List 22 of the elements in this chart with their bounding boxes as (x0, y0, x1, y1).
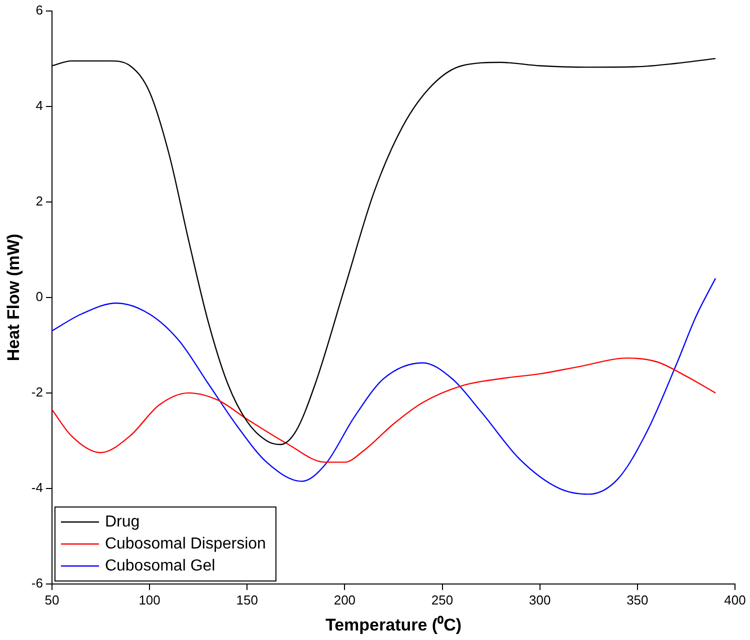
x-axis-title: Temperature (⁰C) (325, 615, 462, 634)
legend-label: Cubosomal Gel (104, 557, 216, 574)
x-tick-label: 350 (626, 592, 648, 608)
line-series (52, 278, 716, 495)
x-tick-label: 50 (44, 592, 60, 608)
x-tick-label: 200 (334, 592, 356, 608)
y-tick-label: 6 (36, 2, 43, 18)
x-tick-label: 100 (138, 592, 160, 608)
x-tick-label: 400 (724, 592, 746, 608)
x-tick-label: 250 (431, 592, 454, 608)
y-tick-label: 2 (36, 193, 43, 208)
y-tick-label: -2 (31, 384, 43, 400)
y-tick-label: 4 (36, 98, 43, 113)
y-axis-title: Heat Flow (mW) (4, 234, 23, 362)
line-series (52, 357, 716, 463)
y-tick-label: 0 (36, 288, 43, 304)
x-tick-label: 150 (236, 592, 258, 608)
legend-label: Drug (104, 513, 140, 530)
legend-label: Cubosomal Dispersion (104, 535, 266, 552)
y-tick-label: -4 (31, 480, 43, 496)
y-tick-label: -6 (31, 576, 43, 591)
x-tick-label: 300 (528, 592, 551, 608)
